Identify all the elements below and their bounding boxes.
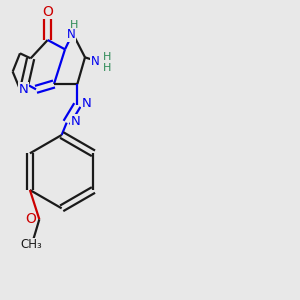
Text: N: N bbox=[71, 115, 80, 128]
Text: CH₃: CH₃ bbox=[21, 238, 43, 251]
Text: O: O bbox=[25, 212, 36, 226]
Text: N: N bbox=[67, 28, 76, 41]
Text: H: H bbox=[103, 63, 111, 73]
Text: O: O bbox=[42, 4, 53, 19]
Text: H: H bbox=[70, 20, 78, 30]
Text: H: H bbox=[103, 52, 111, 62]
Text: N: N bbox=[91, 55, 100, 68]
Text: N: N bbox=[82, 97, 91, 110]
Text: N: N bbox=[19, 83, 28, 96]
